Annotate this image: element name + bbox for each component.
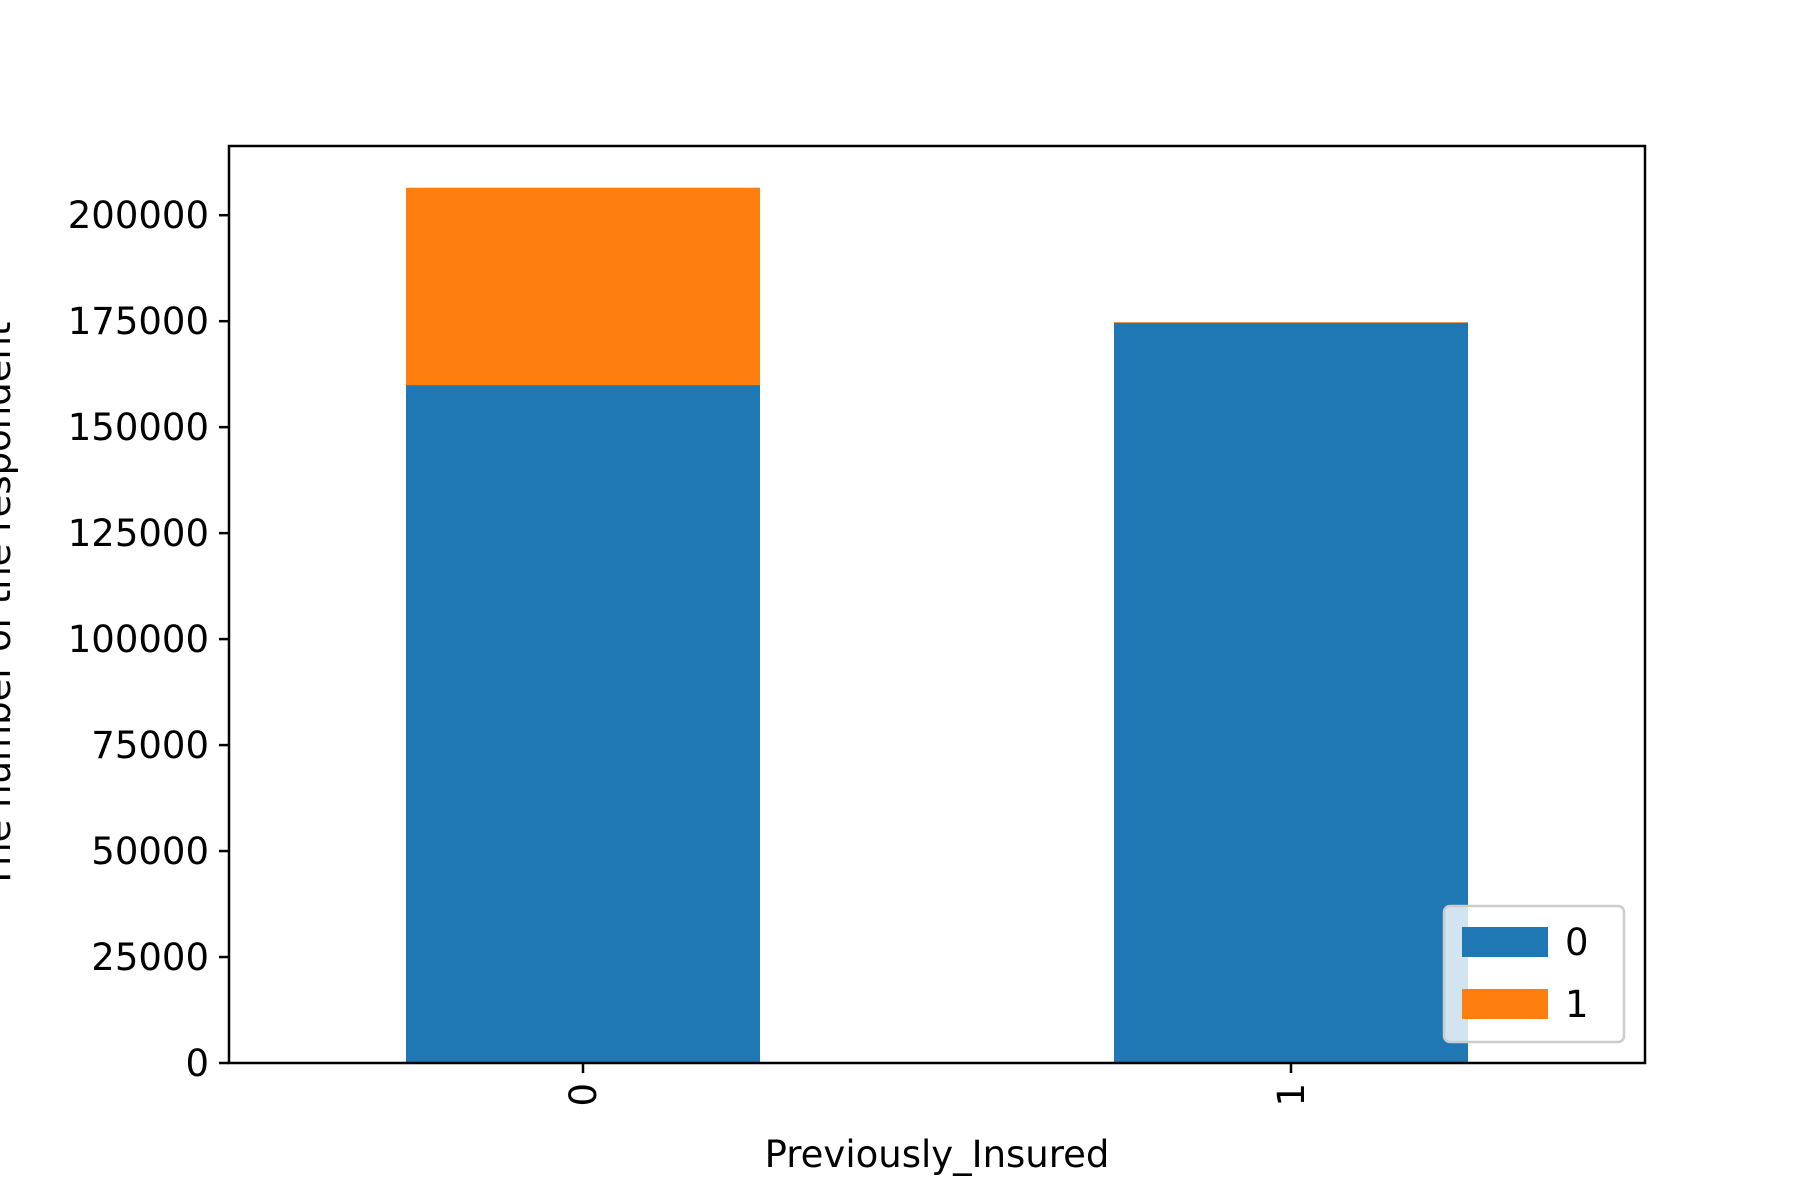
x-tick-label: 1	[1270, 1083, 1313, 1107]
y-tick-label: 125000	[68, 512, 209, 555]
y-tick-label: 0	[185, 1042, 209, 1085]
x-axis-label: Previously_Insured	[765, 1133, 1110, 1176]
legend-box	[1442, 904, 1626, 1044]
bars-layer	[406, 187, 1468, 1063]
y-tick-label: 75000	[91, 724, 209, 767]
bar-cat-1-series-0	[1114, 322, 1468, 1063]
y-tick-label: 200000	[68, 194, 209, 237]
y-axis: 0 25000 50000 75000 100000 125000 150000 175000…	[68, 194, 229, 1085]
legend-label-0: 0	[1565, 921, 1589, 964]
legend-swatch-1	[1462, 989, 1548, 1019]
bar-cat-0-series-1	[406, 187, 760, 386]
y-tick-label: 150000	[68, 406, 209, 449]
y-axis-label: The number of the respondent	[0, 322, 19, 890]
plot-frame	[227, 144, 1647, 1065]
y-tick-label: 175000	[68, 300, 209, 343]
x-tick-label: 0	[562, 1083, 605, 1107]
y-tick-label: 25000	[91, 936, 209, 979]
bar-cat-1-series-1	[1114, 322, 1468, 323]
legend-label-1: 1	[1565, 983, 1589, 1026]
y-tick-label: 50000	[91, 830, 209, 873]
legend: 01	[1442, 904, 1626, 1044]
bar-cat-0-series-0	[406, 385, 760, 1063]
legend-swatch-0	[1462, 927, 1548, 957]
y-tick-label: 100000	[68, 618, 209, 661]
